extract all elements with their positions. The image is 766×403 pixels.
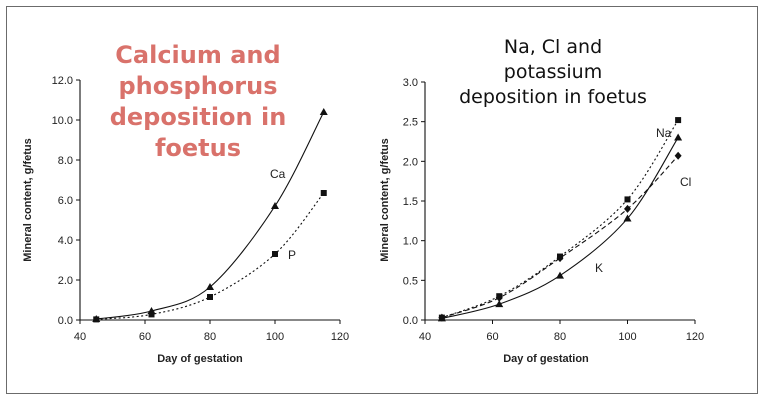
y-tick-label: 0.5	[403, 275, 418, 287]
clip-mask	[349, 328, 355, 344]
series-k-line	[441, 137, 679, 319]
title-line: Na, Cl and	[504, 36, 602, 58]
x-tick-label: 100	[618, 331, 636, 343]
x-tick-label: 40	[74, 331, 86, 343]
y-tick-label: 2.0	[58, 275, 73, 287]
y-tick-label: 10.0	[52, 115, 73, 127]
x-tick-label: 40	[419, 331, 431, 343]
series-cl-line	[441, 155, 679, 319]
title-line: deposition in	[110, 103, 287, 131]
series-k-point	[495, 300, 504, 308]
series-k-point	[437, 314, 446, 322]
series-na-point	[624, 196, 631, 203]
y-tick-label: 4.0	[58, 235, 73, 247]
x-tick-label: 120	[331, 331, 349, 343]
x-tick-label: 60	[486, 331, 498, 343]
y-tick-label: 0.0	[403, 315, 418, 327]
x-axis-label: Day of gestation	[157, 353, 243, 365]
y-tick-label: 6.0	[58, 195, 73, 207]
title-line: Calcium and	[115, 41, 280, 69]
figure-frame	[6, 6, 758, 394]
series-ca-point	[319, 108, 328, 115]
series-cl-point	[495, 293, 503, 302]
x-tick-label: 60	[139, 331, 151, 343]
x-tick-label: 80	[554, 331, 566, 343]
chart-2: Na, Cl and potassium deposition in foetus 0…	[379, 36, 704, 365]
y-tick-label: 2.5	[403, 117, 418, 129]
series-k-label: K	[595, 261, 603, 275]
title-line: potassium	[504, 61, 602, 83]
series-na-line	[441, 119, 679, 319]
series-ca-point	[271, 202, 279, 209]
series-k-point	[556, 271, 564, 279]
series-k-point	[623, 214, 632, 222]
series-cl-point	[624, 204, 631, 213]
series-p-point	[93, 316, 100, 323]
y-tick-label: 1.5	[403, 196, 418, 208]
series-ca-line	[96, 111, 325, 320]
chart-2-title: Na, Cl and potassium deposition in foetus	[459, 36, 647, 108]
series-ca-label: Ca	[270, 167, 286, 181]
title-line: phosphorus	[119, 72, 278, 100]
chart-1: Calcium and phosphorus deposition in foetus…	[22, 41, 355, 365]
x-tick-label: 80	[204, 331, 216, 343]
x-axis-label: Day of gestation	[503, 353, 589, 365]
y-tick-label: 3.0	[403, 77, 418, 89]
series-cl-label: Cl	[680, 175, 691, 189]
x-tick-label: 120	[686, 331, 704, 343]
series-cl-point	[674, 151, 682, 160]
title-line: deposition in foetus	[459, 86, 647, 108]
series-na-label: Na	[656, 126, 672, 140]
y-tick-label: 2.0	[403, 156, 418, 168]
y-tick-label: 8.0	[58, 155, 73, 167]
chart-1-title: Calcium and phosphorus deposition in foetus	[110, 41, 287, 162]
title-line: foetus	[155, 134, 241, 162]
y-axis-label: Mineral content, g/fetus	[379, 138, 391, 261]
series-k-point	[674, 133, 683, 141]
y-tick-label: 0.0	[58, 315, 73, 327]
series-p-point	[320, 190, 327, 196]
y-tick-label: 12.0	[52, 75, 73, 87]
series-na-point	[675, 117, 682, 124]
series-p-label: P	[288, 248, 296, 262]
y-tick-label: 1.0	[403, 236, 418, 248]
series-ca-point	[206, 283, 214, 290]
series-p-point	[272, 251, 278, 257]
series-cl-point	[556, 254, 564, 263]
series-p-point	[207, 294, 213, 300]
y-axis-label: Mineral content, g/fetus	[22, 138, 34, 261]
series-p-point	[148, 311, 155, 318]
x-tick-label: 100	[266, 331, 284, 343]
